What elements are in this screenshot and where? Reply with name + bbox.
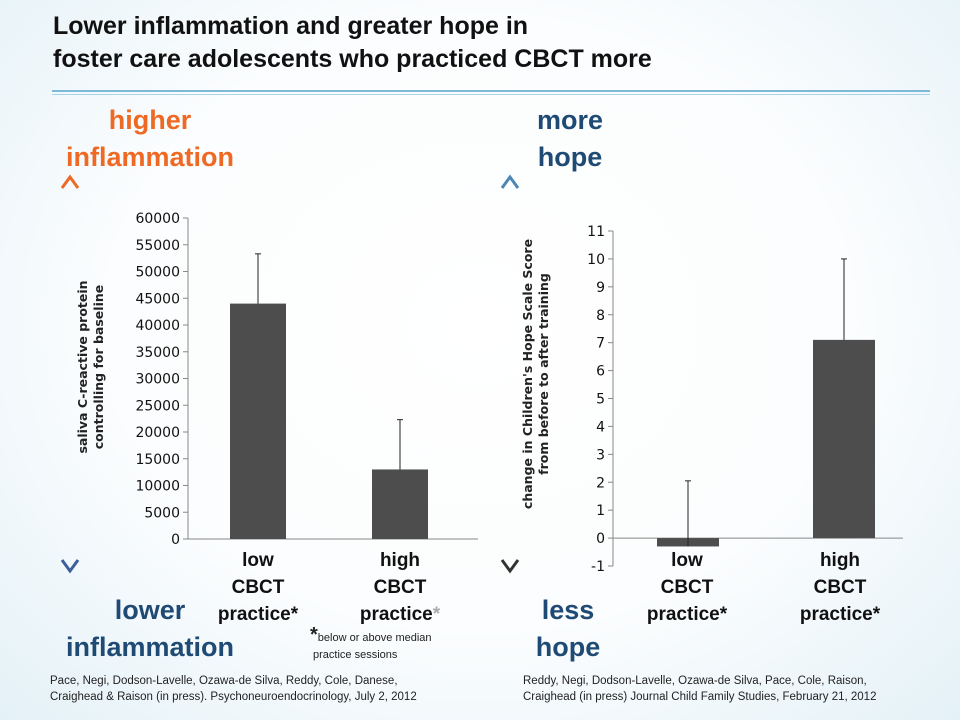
y-tick-label: 15000 <box>135 452 180 468</box>
y-tick-label: 0 <box>596 531 605 547</box>
category-label-text: practice <box>359 604 433 625</box>
y-tick-label: 1 <box>596 503 605 519</box>
y-axis-title: saliva C-reactive protein controlling for… <box>75 280 106 453</box>
lower-label: lower <box>114 595 186 625</box>
y-axis-title-line: from before to after training <box>536 273 551 475</box>
category-label-text: practice <box>799 604 873 625</box>
footnote-text: below or above median <box>317 632 432 644</box>
bar <box>230 303 286 539</box>
category-label-line: high <box>379 550 421 571</box>
hope-arrow-icon <box>500 174 520 574</box>
footnote-line-1: *below or above median <box>310 624 500 647</box>
left-citation: Pace, Negi, Dodson-Lavelle, Ozawa-de Sil… <box>50 673 490 705</box>
y-tick-label: 5 <box>596 392 605 408</box>
more-hope-label: more hope <box>510 102 630 176</box>
right-category-high: high CBCT practice* <box>785 547 895 628</box>
y-axis-title-line: controlling for baseline <box>91 285 106 449</box>
higher-label: higher <box>108 105 192 135</box>
title-line-1: Lower inflammation and greater hope in <box>53 12 529 40</box>
citation-line: Reddy, Negi, Dodson-Lavelle, Ozawa-de Si… <box>523 675 867 687</box>
higher-inflammation-label: higher inflammation <box>20 102 280 176</box>
category-label-line: practice* <box>632 601 742 628</box>
category-label-text: practice <box>646 604 720 625</box>
y-axis-title: change in Children's Hope Scale Score fro… <box>520 239 551 509</box>
y-tick-label: 60000 <box>135 211 180 227</box>
inflammation-label-bottom: inflammation <box>65 632 234 662</box>
y-tick-label: 9 <box>596 280 605 296</box>
asterisk-mark: * <box>290 604 299 625</box>
category-label-line: CBCT <box>231 577 285 598</box>
citation-line: Pace, Negi, Dodson-Lavelle, Ozawa-de Sil… <box>50 675 398 687</box>
bar <box>813 339 875 539</box>
left-category-low: low CBCT practice* <box>203 547 313 628</box>
title-line-2: foster care adolescents who practiced CB… <box>53 45 652 73</box>
y-tick-label: 7 <box>596 336 605 352</box>
category-label-line: high <box>819 550 861 571</box>
hope-label-bottom: hope <box>535 632 601 662</box>
y-tick-label: 40000 <box>135 318 180 334</box>
more-label: more <box>536 105 604 135</box>
inflammation-arrow-icon <box>60 174 80 574</box>
y-tick-label: 10000 <box>135 479 180 495</box>
less-hope-label: less hope <box>508 592 628 666</box>
left-category-high: high CBCT practice* <box>345 547 455 628</box>
y-tick-label: 2 <box>596 475 605 491</box>
y-tick-label: 6 <box>596 364 605 380</box>
bar <box>372 469 428 539</box>
y-tick-label: 4 <box>596 419 605 435</box>
y-tick-label: 8 <box>596 308 605 324</box>
y-tick-label: 50000 <box>135 265 180 281</box>
y-tick-label: 20000 <box>135 425 180 441</box>
asterisk-mark: * <box>719 604 728 625</box>
lower-inflammation-label: lower inflammation <box>20 592 280 666</box>
citation-line: Craighead (in press) Journal Child Famil… <box>523 691 877 703</box>
y-tick-label: 0 <box>171 532 180 548</box>
y-tick-label: 35000 <box>135 345 180 361</box>
y-tick-label: 3 <box>596 447 605 463</box>
asterisk-mark: * <box>432 604 441 625</box>
footnote-star: * <box>310 624 318 646</box>
inflammation-label-top: inflammation <box>65 142 234 172</box>
category-label-line: low <box>671 550 703 571</box>
y-tick-label: 25000 <box>135 398 180 414</box>
footnote: *below or above median practice sessions <box>310 624 500 664</box>
category-label-line: practice* <box>345 601 455 628</box>
right-citation: Reddy, Negi, Dodson-Lavelle, Ozawa-de Si… <box>523 673 953 705</box>
y-tick-label: 55000 <box>135 238 180 254</box>
y-tick-label: 10 <box>587 252 605 268</box>
category-label-line: low <box>242 550 274 571</box>
slide-title: Lower inflammation and greater hope in f… <box>53 10 933 76</box>
y-axis-title-line: saliva C-reactive protein <box>75 280 90 453</box>
y-tick-label: 30000 <box>135 372 180 388</box>
y-tick-label: 5000 <box>144 505 180 521</box>
citation-line: Craighead & Raison (in press). Psychoneu… <box>50 691 417 703</box>
title-divider <box>52 90 930 92</box>
y-tick-label: 11 <box>587 224 605 240</box>
category-label-line: practice* <box>785 601 895 628</box>
right-category-low: low CBCT practice* <box>632 547 742 628</box>
y-axis-title-line: change in Children's Hope Scale Score <box>520 239 535 509</box>
category-label-line: CBCT <box>373 577 427 598</box>
hope-label-top: hope <box>537 142 603 172</box>
less-label: less <box>541 595 595 625</box>
y-tick-label: -1 <box>591 559 605 575</box>
category-label-line: practice* <box>203 601 313 628</box>
footnote-line-2: practice sessions <box>313 649 398 661</box>
title-divider-secondary <box>52 94 930 95</box>
asterisk-mark: * <box>872 604 881 625</box>
category-label-line: CBCT <box>813 577 867 598</box>
category-label-line: CBCT <box>660 577 714 598</box>
category-label-text: practice <box>217 604 291 625</box>
y-tick-label: 45000 <box>135 291 180 307</box>
